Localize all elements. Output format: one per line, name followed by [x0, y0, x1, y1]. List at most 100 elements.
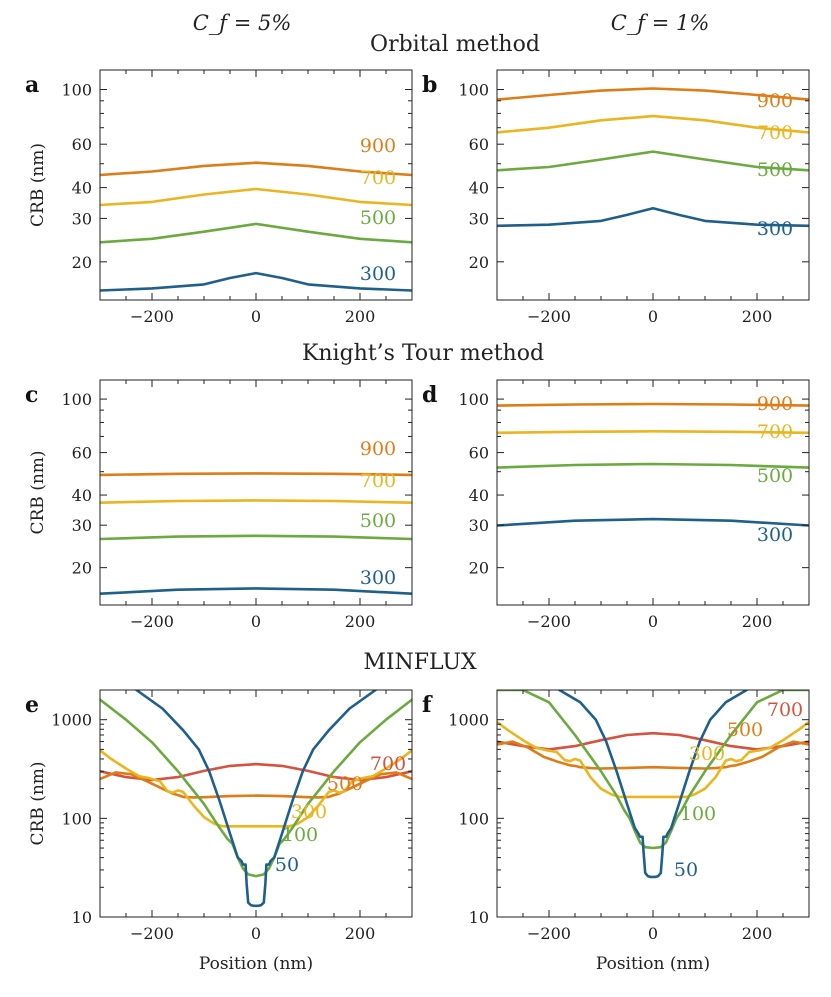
column-header-right: C_f = 1% [611, 11, 710, 35]
series-line-500 [100, 534, 412, 541]
series-label-100: 100 [680, 803, 716, 825]
series-label-500: 500 [757, 465, 793, 487]
series-label-100: 100 [282, 824, 318, 846]
panel-d: −200 0 200 20 30 40 60 100 d 900 700 500 300 [422, 379, 810, 631]
series-label-500: 500 [360, 207, 396, 229]
y-tick-label: 60 [72, 135, 92, 154]
series-label-700: 700 [360, 167, 396, 189]
y-tick-label: 40 [72, 486, 92, 505]
x-tick-label: 0 [648, 612, 658, 631]
series-label-500: 500 [360, 510, 396, 532]
series-label-700: 700 [360, 470, 396, 492]
series-line-700 [100, 499, 412, 505]
series-line-500 [100, 771, 412, 799]
x-tick-label: 0 [648, 307, 658, 326]
series-label-900: 900 [360, 135, 396, 157]
x-tick-label: 0 [648, 924, 658, 943]
y-tick-label: 20 [469, 253, 489, 272]
y-tick-label: 30 [72, 516, 92, 535]
x-tick-label: 0 [251, 307, 261, 326]
x-tick-label: 200 [345, 924, 376, 943]
panel-c: −200 0 200 20 30 40 60 100 c CRB (nm) 900 700 500 300 [25, 379, 413, 631]
y-tick-label: 60 [469, 444, 489, 463]
series-line-700 [100, 187, 412, 207]
section-title-orbital: Orbital method [370, 32, 540, 57]
panel-e: −200 0 200 10 100 1000 e CRB (nm) Position (nm) 7… [25, 689, 413, 974]
series-line-500 [497, 462, 809, 469]
panel-letter: d [422, 382, 437, 408]
series-line-300 [100, 271, 412, 292]
series-label-300: 300 [689, 743, 725, 765]
section-title-knights-tour: Knight’s Tour method [302, 341, 544, 366]
plot-frame [99, 689, 413, 918]
panel-letter: c [25, 382, 38, 408]
y-tick-label: 40 [469, 179, 489, 198]
y-tick-label: 10 [72, 908, 92, 927]
x-tick-label: 200 [345, 307, 376, 326]
x-tick-label: 200 [345, 612, 376, 631]
panel-a: −200 0 200 20 30 40 60 100 a CRB (nm) 900 700 500 300 [25, 69, 413, 326]
y-tick-label: 100 [61, 390, 92, 409]
series-line-300 [100, 587, 412, 596]
series-line-500 [497, 740, 809, 770]
series-label-700: 700 [757, 421, 793, 443]
y-tick-label: 100 [458, 809, 489, 828]
series-label-50: 50 [674, 859, 698, 881]
column-header-left: C_f = 5% [193, 11, 292, 35]
series-label-300: 300 [757, 218, 793, 240]
series-label-50: 50 [275, 854, 299, 876]
y-tick-label: 40 [469, 486, 489, 505]
x-axis-label: Position (nm) [596, 954, 710, 974]
panel-letter: b [422, 72, 437, 98]
series-line-300 [497, 206, 809, 228]
series-line-500 [100, 222, 412, 244]
y-tick-label: 30 [469, 516, 489, 535]
series-label-700: 700 [757, 122, 793, 144]
series-line-900 [497, 402, 809, 407]
x-tick-label: −200 [130, 307, 174, 326]
series-line-100 [497, 690, 809, 850]
x-tick-label: −200 [130, 924, 174, 943]
series-label-500: 500 [327, 773, 363, 795]
series-line-900 [100, 161, 412, 177]
y-tick-label: 20 [469, 559, 489, 578]
series-group-f [497, 690, 809, 879]
series-label-300: 300 [291, 801, 327, 823]
y-tick-label: 20 [72, 559, 92, 578]
series-label-500: 500 [727, 719, 763, 741]
panel-letter: a [25, 72, 39, 98]
x-tick-label: 0 [251, 924, 261, 943]
y-tick-label: 40 [72, 179, 92, 198]
x-tick-label: 200 [742, 612, 773, 631]
y-tick-label: 1000 [448, 711, 489, 730]
series-group-c [100, 472, 412, 596]
series-group-d [497, 402, 809, 527]
series-label-900: 900 [757, 90, 793, 112]
panel-b: −200 0 200 20 30 40 60 100 b 900 700 500 300 [422, 69, 810, 326]
series-line-900 [497, 87, 809, 101]
x-tick-label: 200 [742, 924, 773, 943]
series-label-900: 900 [360, 438, 396, 460]
series-group-a [100, 161, 412, 292]
panel-letter: f [422, 692, 433, 718]
series-group-b [497, 87, 809, 228]
series-label-700: 700 [370, 753, 406, 775]
series-line-50 [135, 690, 377, 908]
series-line-700 [497, 429, 809, 435]
series-label-700: 700 [767, 699, 803, 721]
series-line-300 [100, 748, 412, 828]
series-line-900 [100, 472, 412, 477]
y-axis-label: CRB (nm) [28, 450, 48, 534]
series-line-50 [558, 690, 748, 879]
y-tick-label: 100 [61, 809, 92, 828]
y-tick-label: 30 [72, 209, 92, 228]
panel-letter: e [25, 692, 39, 718]
y-tick-label: 60 [72, 444, 92, 463]
y-tick-label: 10 [469, 908, 489, 927]
y-axis-label: CRB (nm) [28, 143, 48, 227]
series-label-500: 500 [757, 159, 793, 181]
series-label-300: 300 [757, 524, 793, 546]
series-line-300 [497, 720, 809, 799]
series-label-300: 300 [360, 263, 396, 285]
